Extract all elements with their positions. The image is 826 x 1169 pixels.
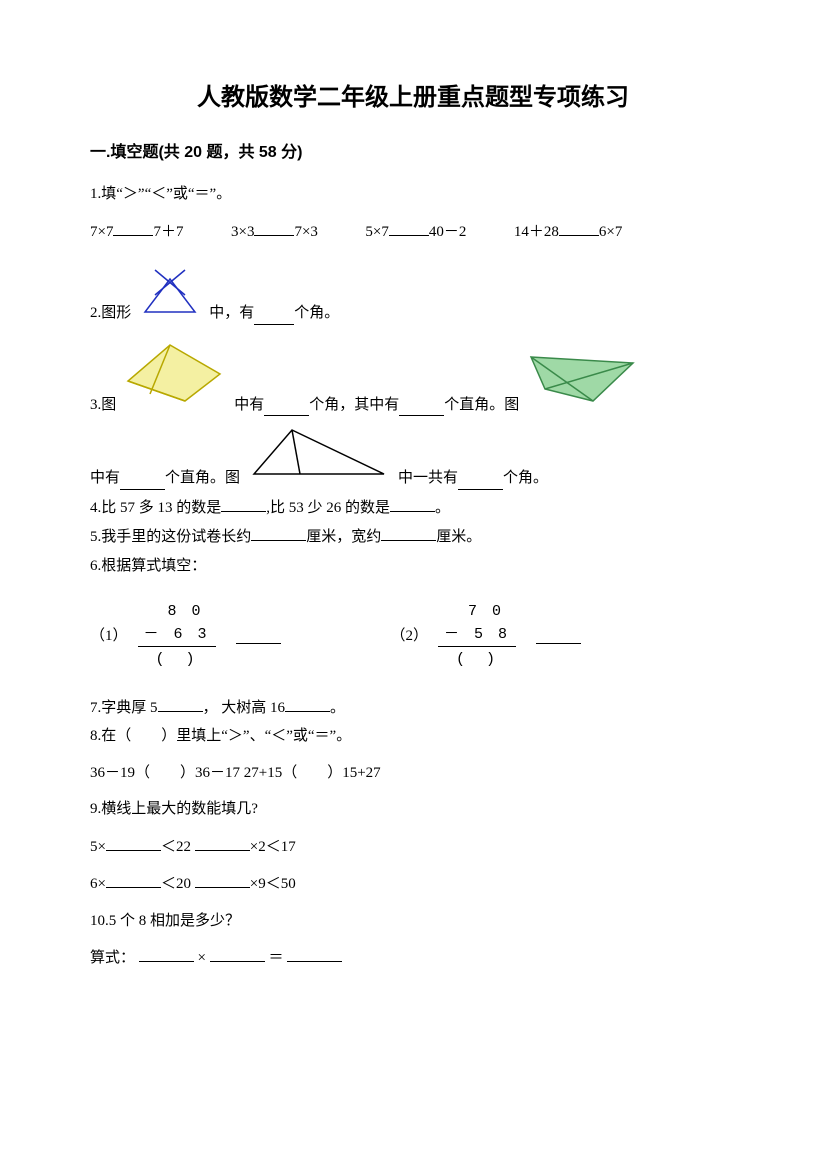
q3-b: 个角，其中有 [309,394,399,417]
q3-e: 个直角。图 [165,467,240,490]
blank [264,400,309,416]
q9-r1a: 5× [90,839,106,855]
q9-r2c: ×9＜50 [250,876,296,892]
q1-e2a: 3×3 [231,224,254,240]
q9-r1c: ×2＜17 [250,839,296,855]
sub1-top: 8 0 [138,601,216,624]
q9-r2a: 6× [90,876,106,892]
q7-c: 。 [330,700,345,716]
blank [120,474,165,490]
q1-e3b: 40－2 [429,224,467,240]
q3-a: 中有 [234,394,264,417]
blank [195,872,250,888]
q3-line1: 3.图 中有 个角，其中有 个直角。图 [90,339,736,417]
blank [254,309,294,325]
section-header: 一.填空题(共 20 题，共 58 分) [90,141,736,165]
q3-d: 中有 [90,467,120,490]
blank [139,946,194,962]
q2: 2.图形 中，有 个角。 [90,267,736,325]
q8-stem: 8.在（ ）里填上“＞”、“＜”或“＝”。 [90,725,736,748]
q3-pre: 3.图 [90,394,116,417]
q2-pre: 2.图形 [90,302,131,325]
blank [158,696,203,712]
q6-stem: 6.根据算式填空： [90,555,736,578]
blank [113,220,153,236]
q6-p1: （1） [90,625,128,648]
blank [210,946,265,962]
sub2-ans: ( ) [438,647,516,672]
page-title: 人教版数学二年级上册重点题型专项练习 [90,80,736,116]
green-shape-icon [523,349,643,417]
q3-c: 个直角。图 [444,394,519,417]
q1-stem: 1.填“＞”“＜”或“＝”。 [90,183,736,206]
sub1-ans: ( ) [138,647,216,672]
subtraction-2: 7 0 － 5 8 ( ) [438,601,516,672]
blank [236,628,281,644]
q8-e1: 36－19（ ）36－17 [90,765,240,781]
q9-stem: 9.横线上最大的数能填几? [90,798,736,821]
q6-p2: （2） [391,625,429,648]
q1-e3a: 5×7 [365,224,388,240]
sub2-top: 7 0 [438,601,516,624]
q1-e1a: 7×7 [90,224,113,240]
q2-mid: 中，有 [209,302,254,325]
yellow-shape-icon [120,339,230,417]
q5: 5.我手里的这份试卷长约 厘米，宽约 厘米。 [90,525,736,549]
blank [287,946,342,962]
blank [106,835,161,851]
q1-e1b: 7＋7 [153,224,183,240]
q9-r1b: ＜22 [161,839,191,855]
right-triangle-icon [244,422,394,490]
blank [195,835,250,851]
blank [536,628,581,644]
q10-pre: 算式： [90,950,135,966]
q4-c: 。 [435,500,450,516]
q9-r2: 6× ＜20 ×9＜50 [90,872,736,896]
q1-e2b: 7×3 [294,224,317,240]
blank [390,496,435,512]
subtraction-1: 8 0 － 6 3 ( ) [138,601,216,672]
blank [251,525,306,541]
sub2-bot: － 5 8 [438,624,516,648]
q3-g: 个角。 [503,467,548,490]
blank [399,400,444,416]
triangle-x-icon [135,267,205,325]
blank [389,220,429,236]
blank [106,872,161,888]
q5-a: 5.我手里的这份试卷长约 [90,529,251,545]
q6-problems: （1） 8 0 － 6 3 ( ) （2） 7 0 － 5 8 ( ) [90,601,736,672]
q7-a: 7.字典厚 5 [90,700,158,716]
blank [254,220,294,236]
q10-mul: × [198,950,206,966]
q4: 4.比 57 多 13 的数是 ,比 53 少 26 的数是 。 [90,496,736,520]
sub1-bot: － 6 3 [138,624,216,648]
q8-exprs: 36－19（ ）36－17 27+15（ ）15+27 [90,762,736,785]
q7-b: ， 大树高 16 [203,700,286,716]
q9-r1: 5× ＜22 ×2＜17 [90,835,736,859]
q10-expr: 算式： × ＝ [90,946,736,970]
q4-a: 4.比 57 多 13 的数是 [90,500,221,516]
q9-r2b: ＜20 [161,876,191,892]
q3-line2: 中有 个直角。图 中一共有 个角。 [90,422,736,490]
q5-c: 厘米。 [436,529,481,545]
q7: 7.字典厚 5 ， 大树高 16 。 [90,696,736,720]
blank [381,525,436,541]
blank [559,220,599,236]
blank [221,496,266,512]
q8-e2: 27+15（ ）15+27 [244,765,381,781]
blank [458,474,503,490]
q4-b: ,比 53 少 26 的数是 [266,500,390,516]
q1-e4a: 14＋28 [514,224,559,240]
q3-f: 中一共有 [398,467,458,490]
q5-b: 厘米，宽约 [306,529,381,545]
blank [285,696,330,712]
q10-stem: 10.5 个 8 相加是多少？ [90,910,736,933]
q10-eq: ＝ [268,950,283,966]
q2-post: 个角。 [294,302,339,325]
q1-expressions: 7×7 7＋7 3×3 7×3 5×7 40－2 14＋28 6×7 [90,220,736,244]
q1-e4b: 6×7 [599,224,622,240]
